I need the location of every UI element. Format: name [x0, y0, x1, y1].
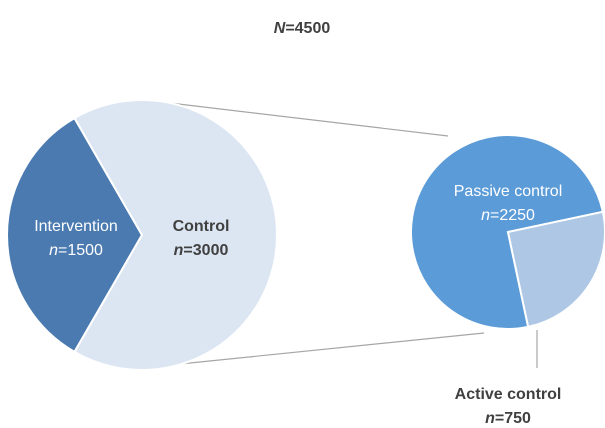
chart-title: N=4500: [274, 20, 331, 37]
label-passive-control: Passive control: [454, 183, 563, 200]
connector-top: [169, 102, 449, 137]
label-active-control: Active control: [455, 386, 562, 403]
sub-pie: [410, 134, 605, 330]
slice-passive-control: [410, 134, 605, 330]
slice-control: [73, 99, 278, 371]
chart-title-value: =4500: [285, 20, 330, 37]
label-control: Control: [173, 218, 230, 235]
label-intervention: Intervention: [34, 218, 118, 235]
slice-labels: Intervention n=1500 Control n=3000 Passive c…: [34, 183, 562, 427]
label-passive-control-n: n=2250: [481, 207, 535, 224]
connector-bottom: [179, 332, 485, 365]
main-pie: [6, 99, 278, 371]
label-intervention-n: n=1500: [49, 242, 103, 259]
label-active-control-n: n=750: [485, 410, 531, 427]
chart-title-n: N: [274, 20, 286, 37]
slice-intervention: [6, 116, 144, 354]
connector-lines: [169, 102, 538, 368]
label-control-n: n=3000: [174, 242, 229, 259]
